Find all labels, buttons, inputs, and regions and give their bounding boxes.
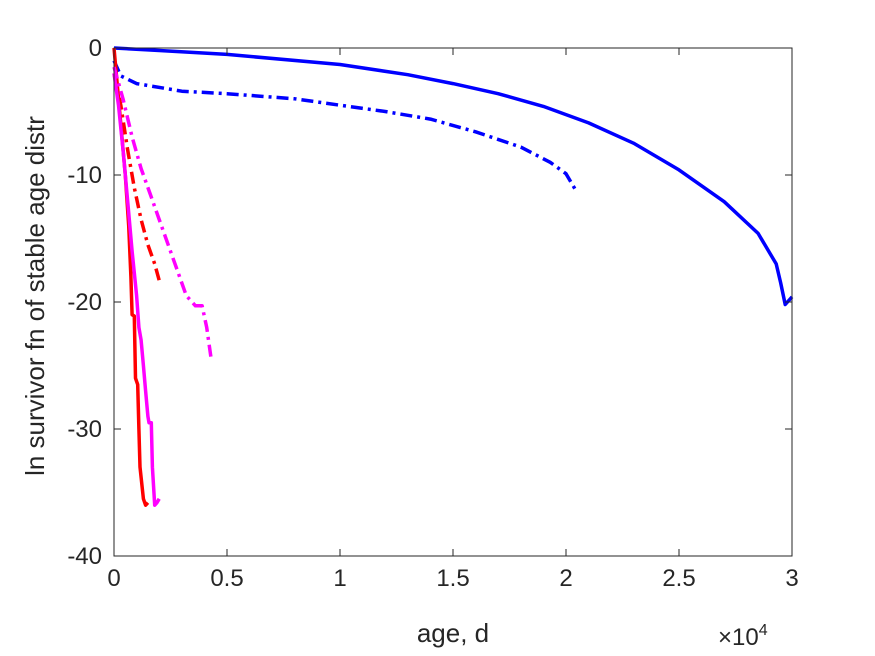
x-tick-label: 1	[333, 565, 346, 592]
y-tick-label: -30	[67, 416, 102, 443]
series-line-4	[112, 73, 161, 281]
series-line-5	[112, 73, 161, 507]
x-tick-label: 2.5	[662, 565, 695, 592]
series-layer	[112, 46, 794, 507]
series-line-2	[112, 59, 577, 190]
x-axis-exponent: ×104	[718, 622, 768, 651]
x-tick-label: 0	[107, 565, 120, 592]
series-line-6	[112, 66, 213, 360]
x-axis-label: age, d	[417, 618, 489, 648]
y-tick-label: -20	[67, 289, 102, 316]
ticks-layer: 0 0.5 1 1.5 2 2.5 3 0 -10 -20 -30 -40	[67, 35, 798, 592]
x-tick-label: 0.5	[210, 565, 243, 592]
y-tick-label: 0	[89, 35, 102, 62]
series-line-1	[113, 46, 794, 307]
x-axis-exponent-power: 4	[759, 622, 768, 639]
y-tick-label: -40	[67, 543, 102, 570]
x-tick-label: 1.5	[436, 565, 469, 592]
y-tick-label: -10	[67, 162, 102, 189]
y-axis-label: ln survivor fn of stable age distr	[20, 116, 50, 476]
x-tick-label: 2	[559, 565, 572, 592]
x-axis-exponent-base: ×10	[718, 624, 759, 651]
x-tick-label: 3	[785, 565, 798, 592]
